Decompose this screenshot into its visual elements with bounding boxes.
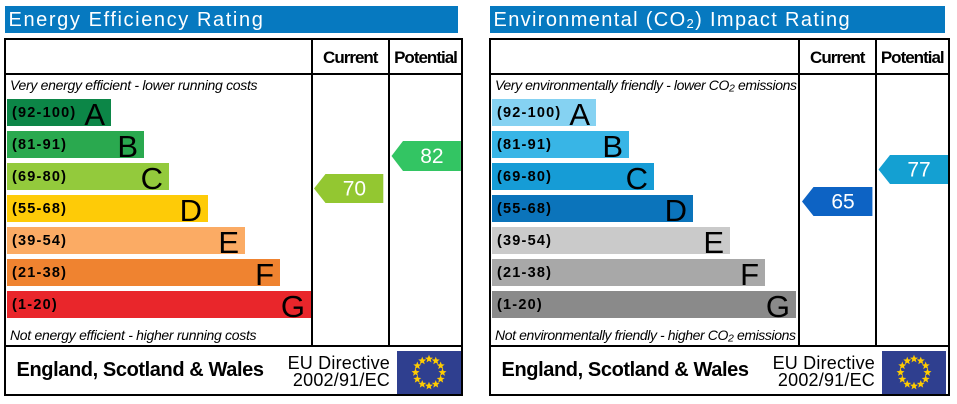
svg-text:70: 70 xyxy=(343,178,366,201)
svg-text:77: 77 xyxy=(907,159,930,182)
svg-text:82: 82 xyxy=(420,145,443,168)
svg-text:65: 65 xyxy=(831,191,854,214)
